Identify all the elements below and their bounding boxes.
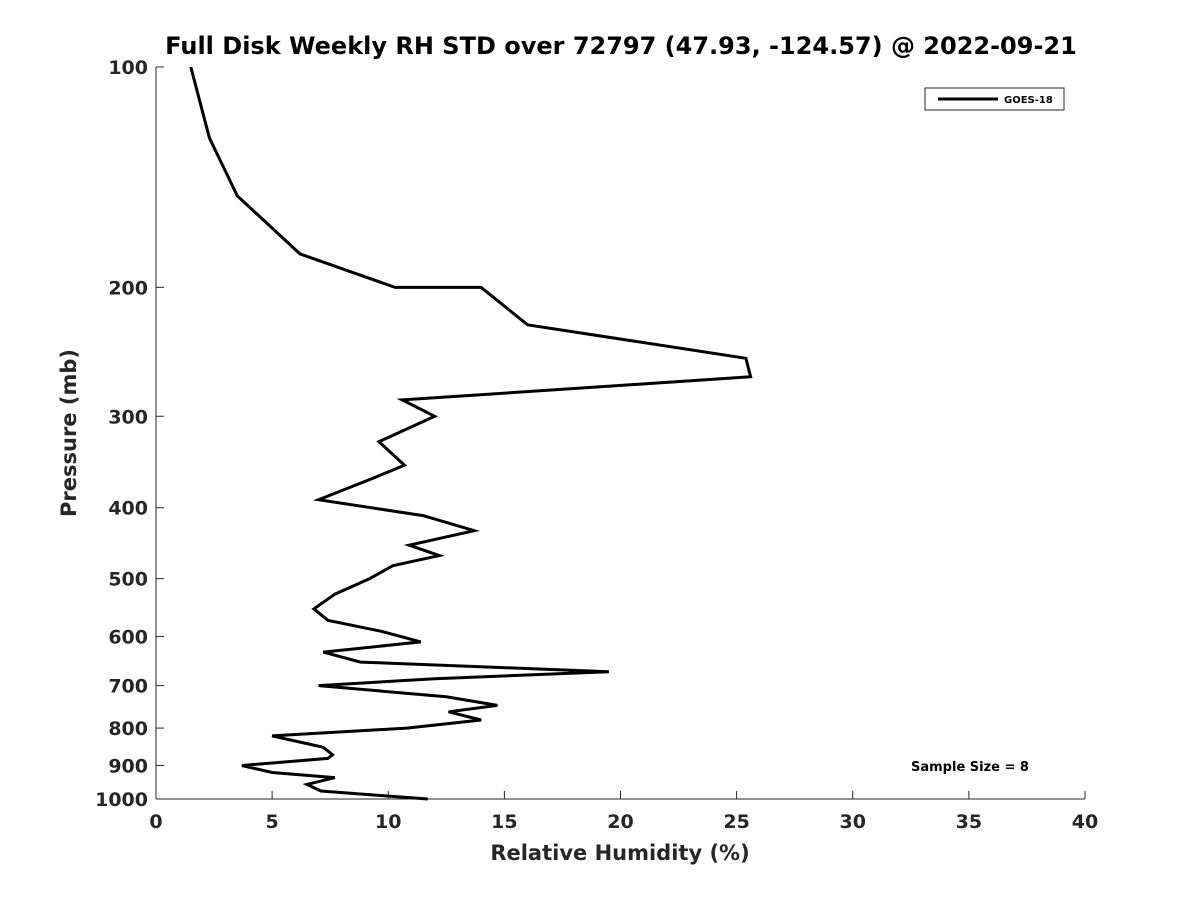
- x-tick-label: 35: [956, 811, 982, 833]
- x-axis-label: Relative Humidity (%): [490, 841, 749, 865]
- y-tick-label: 300: [108, 406, 148, 428]
- y-tick-label: 800: [108, 718, 148, 740]
- x-axis-ticks: 0 5 10 15 20 25 30 35 40: [149, 791, 1098, 833]
- x-tick-label: 25: [723, 811, 749, 833]
- x-tick-label: 0: [149, 811, 162, 833]
- y-tick-label: 200: [108, 277, 148, 299]
- x-tick-label: 40: [1072, 811, 1098, 833]
- y-tick-label: 700: [108, 676, 148, 698]
- series-line-goes-18: [189, 66, 753, 801]
- y-tick-label: 500: [108, 569, 148, 591]
- legend-label-goes-18: GOES-18: [1004, 95, 1053, 106]
- plot-area: [155, 67, 1085, 800]
- y-axis-ticks: 100 200 300 400 500 600 700 800 900 1000: [95, 57, 164, 811]
- y-tick-label: 900: [108, 756, 148, 778]
- y-tick-label: 600: [108, 627, 148, 649]
- x-tick-label: 10: [375, 811, 401, 833]
- y-axis-label: Pressure (mb): [57, 349, 81, 517]
- chart-title: Full Disk Weekly RH STD over 72797 (47.9…: [165, 32, 1077, 60]
- y-tick-label: 1000: [95, 789, 148, 811]
- x-tick-label: 5: [266, 811, 279, 833]
- y-tick-label: 400: [108, 498, 148, 520]
- sample-size-annotation: Sample Size = 8: [911, 760, 1029, 775]
- x-tick-label: 20: [607, 811, 633, 833]
- x-tick-label: 30: [840, 811, 866, 833]
- series-layer: [189, 66, 753, 801]
- plot-background: [156, 67, 1085, 799]
- legend: GOES-18: [924, 87, 1065, 111]
- y-tick-label: 100: [108, 57, 148, 79]
- x-tick-label: 15: [491, 811, 517, 833]
